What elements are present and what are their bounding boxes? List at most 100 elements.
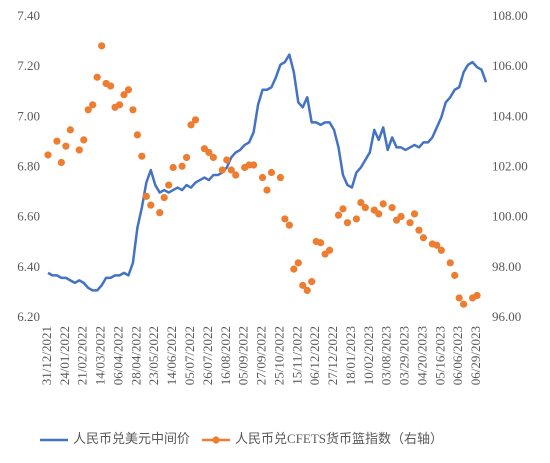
marker <box>415 226 423 234</box>
y2-tick-label: 102.00 <box>492 158 528 173</box>
marker <box>156 209 164 217</box>
x-tick-label: 27/09/2022 <box>254 326 269 385</box>
x-tick-label: 28/04/2022 <box>128 326 143 385</box>
marker <box>267 168 276 177</box>
x-tick-label: 21/02/2022 <box>75 326 90 385</box>
marker <box>294 259 302 267</box>
marker <box>285 221 293 229</box>
marker <box>80 136 88 144</box>
marker <box>281 215 289 223</box>
marker <box>433 241 441 249</box>
y-tick-label: 6.60 <box>17 209 40 224</box>
y2-tick-label: 96.00 <box>492 309 521 324</box>
marker <box>339 205 347 213</box>
marker <box>98 42 106 50</box>
marker <box>460 300 468 308</box>
marker <box>129 106 137 114</box>
marker <box>388 204 396 212</box>
marker <box>379 200 387 208</box>
marker <box>138 152 146 160</box>
marker <box>142 192 150 200</box>
marker <box>361 204 369 212</box>
x-tick-label: 24/01/2022 <box>57 326 72 385</box>
line <box>47 53 488 292</box>
x-tick-label: 03/29/2023 <box>397 326 412 385</box>
y2-tick-label: 108.00 <box>492 8 528 23</box>
x-tick-label: 15/11/2022 <box>289 326 304 385</box>
marker <box>451 271 459 279</box>
y2-tick-label: 98.00 <box>492 259 521 274</box>
marker <box>303 286 311 295</box>
x-tick-label: 31/12/2021 <box>39 326 54 385</box>
marker <box>446 259 454 267</box>
marker <box>299 281 307 289</box>
marker <box>308 278 316 286</box>
marker <box>115 101 124 109</box>
marker <box>165 181 173 189</box>
marker <box>106 82 115 90</box>
marker <box>290 265 298 273</box>
x-tick-label: 27/12/2022 <box>325 326 340 385</box>
marker <box>160 194 168 202</box>
marker <box>410 210 419 218</box>
x-tick-label: 23/05/2022 <box>146 326 161 385</box>
marker <box>437 246 445 254</box>
marker <box>406 219 414 227</box>
marker <box>343 219 352 227</box>
y-tick-label: 6.40 <box>17 259 40 274</box>
marker <box>232 171 240 179</box>
marker <box>133 131 141 139</box>
marker <box>89 101 97 109</box>
legend-label: 人民币兑美元中间价 <box>73 431 190 446</box>
marker <box>147 201 155 209</box>
y-tick-label: 7.00 <box>17 108 40 123</box>
marker <box>182 153 191 162</box>
marker <box>75 146 83 154</box>
legend-label: 人民币兑CFETS货币篮指数（右轴） <box>235 431 443 446</box>
marker <box>120 91 128 99</box>
marker <box>325 246 334 254</box>
marker <box>191 116 200 124</box>
legend-swatch <box>212 436 220 444</box>
marker <box>169 163 177 172</box>
marker <box>334 211 343 219</box>
marker <box>397 212 405 221</box>
marker <box>473 291 481 300</box>
marker <box>44 151 52 159</box>
x-tick-label: 06/06/2023 <box>450 326 465 385</box>
x-tick-label: 18/01/2023 <box>343 326 358 385</box>
marker <box>375 210 383 218</box>
y2-tick-label: 100.00 <box>492 209 528 224</box>
marker <box>178 162 186 170</box>
marker <box>263 186 271 194</box>
marker <box>317 239 325 247</box>
marker <box>357 199 365 207</box>
marker <box>455 294 463 302</box>
y-tick-label: 7.40 <box>17 8 40 23</box>
y2-tick-label: 106.00 <box>492 58 528 73</box>
y2-tick-label: 104.00 <box>492 108 528 123</box>
x-tick-label: 25/10/2022 <box>271 326 286 385</box>
x-tick-label: 05/07/2022 <box>182 326 197 385</box>
marker <box>419 234 428 242</box>
marker <box>84 106 92 114</box>
marker <box>218 166 226 174</box>
marker <box>209 153 217 162</box>
marker <box>249 161 258 169</box>
y-tick-label: 7.20 <box>17 58 40 73</box>
marker <box>223 156 231 164</box>
x-tick-label: 05/09/2022 <box>236 326 251 385</box>
marker <box>227 166 235 174</box>
y-tick-label: 6.20 <box>17 309 40 324</box>
marker <box>62 142 70 150</box>
x-tick-label: 10/02/2023 <box>361 326 376 385</box>
marker <box>66 126 74 134</box>
x-tick-label: 14/06/2022 <box>164 326 179 385</box>
x-tick-label: 26/07/2022 <box>200 326 215 385</box>
y-tick-label: 6.80 <box>17 158 40 173</box>
x-tick-label: 06/12/2022 <box>307 326 322 385</box>
marker <box>276 173 285 182</box>
marker <box>352 215 360 223</box>
x-tick-label: 06/04/2022 <box>110 326 125 385</box>
